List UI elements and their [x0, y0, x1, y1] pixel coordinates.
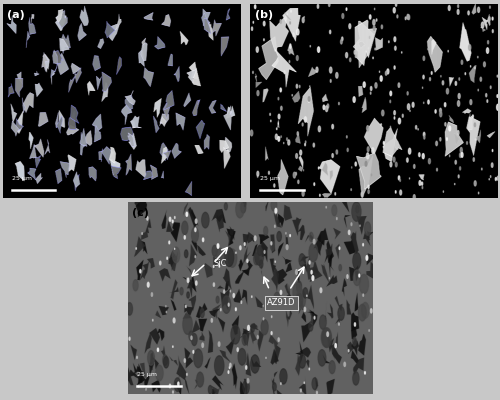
Text: (c): (c): [132, 208, 150, 218]
Text: AZ91D: AZ91D: [267, 298, 296, 307]
Text: SiC: SiC: [213, 259, 227, 268]
Text: (b): (b): [255, 10, 273, 20]
Text: 25 μm: 25 μm: [138, 372, 158, 377]
Text: 25 μm: 25 μm: [260, 176, 280, 180]
Text: 25 μm: 25 μm: [12, 176, 32, 180]
Text: (a): (a): [7, 10, 25, 20]
